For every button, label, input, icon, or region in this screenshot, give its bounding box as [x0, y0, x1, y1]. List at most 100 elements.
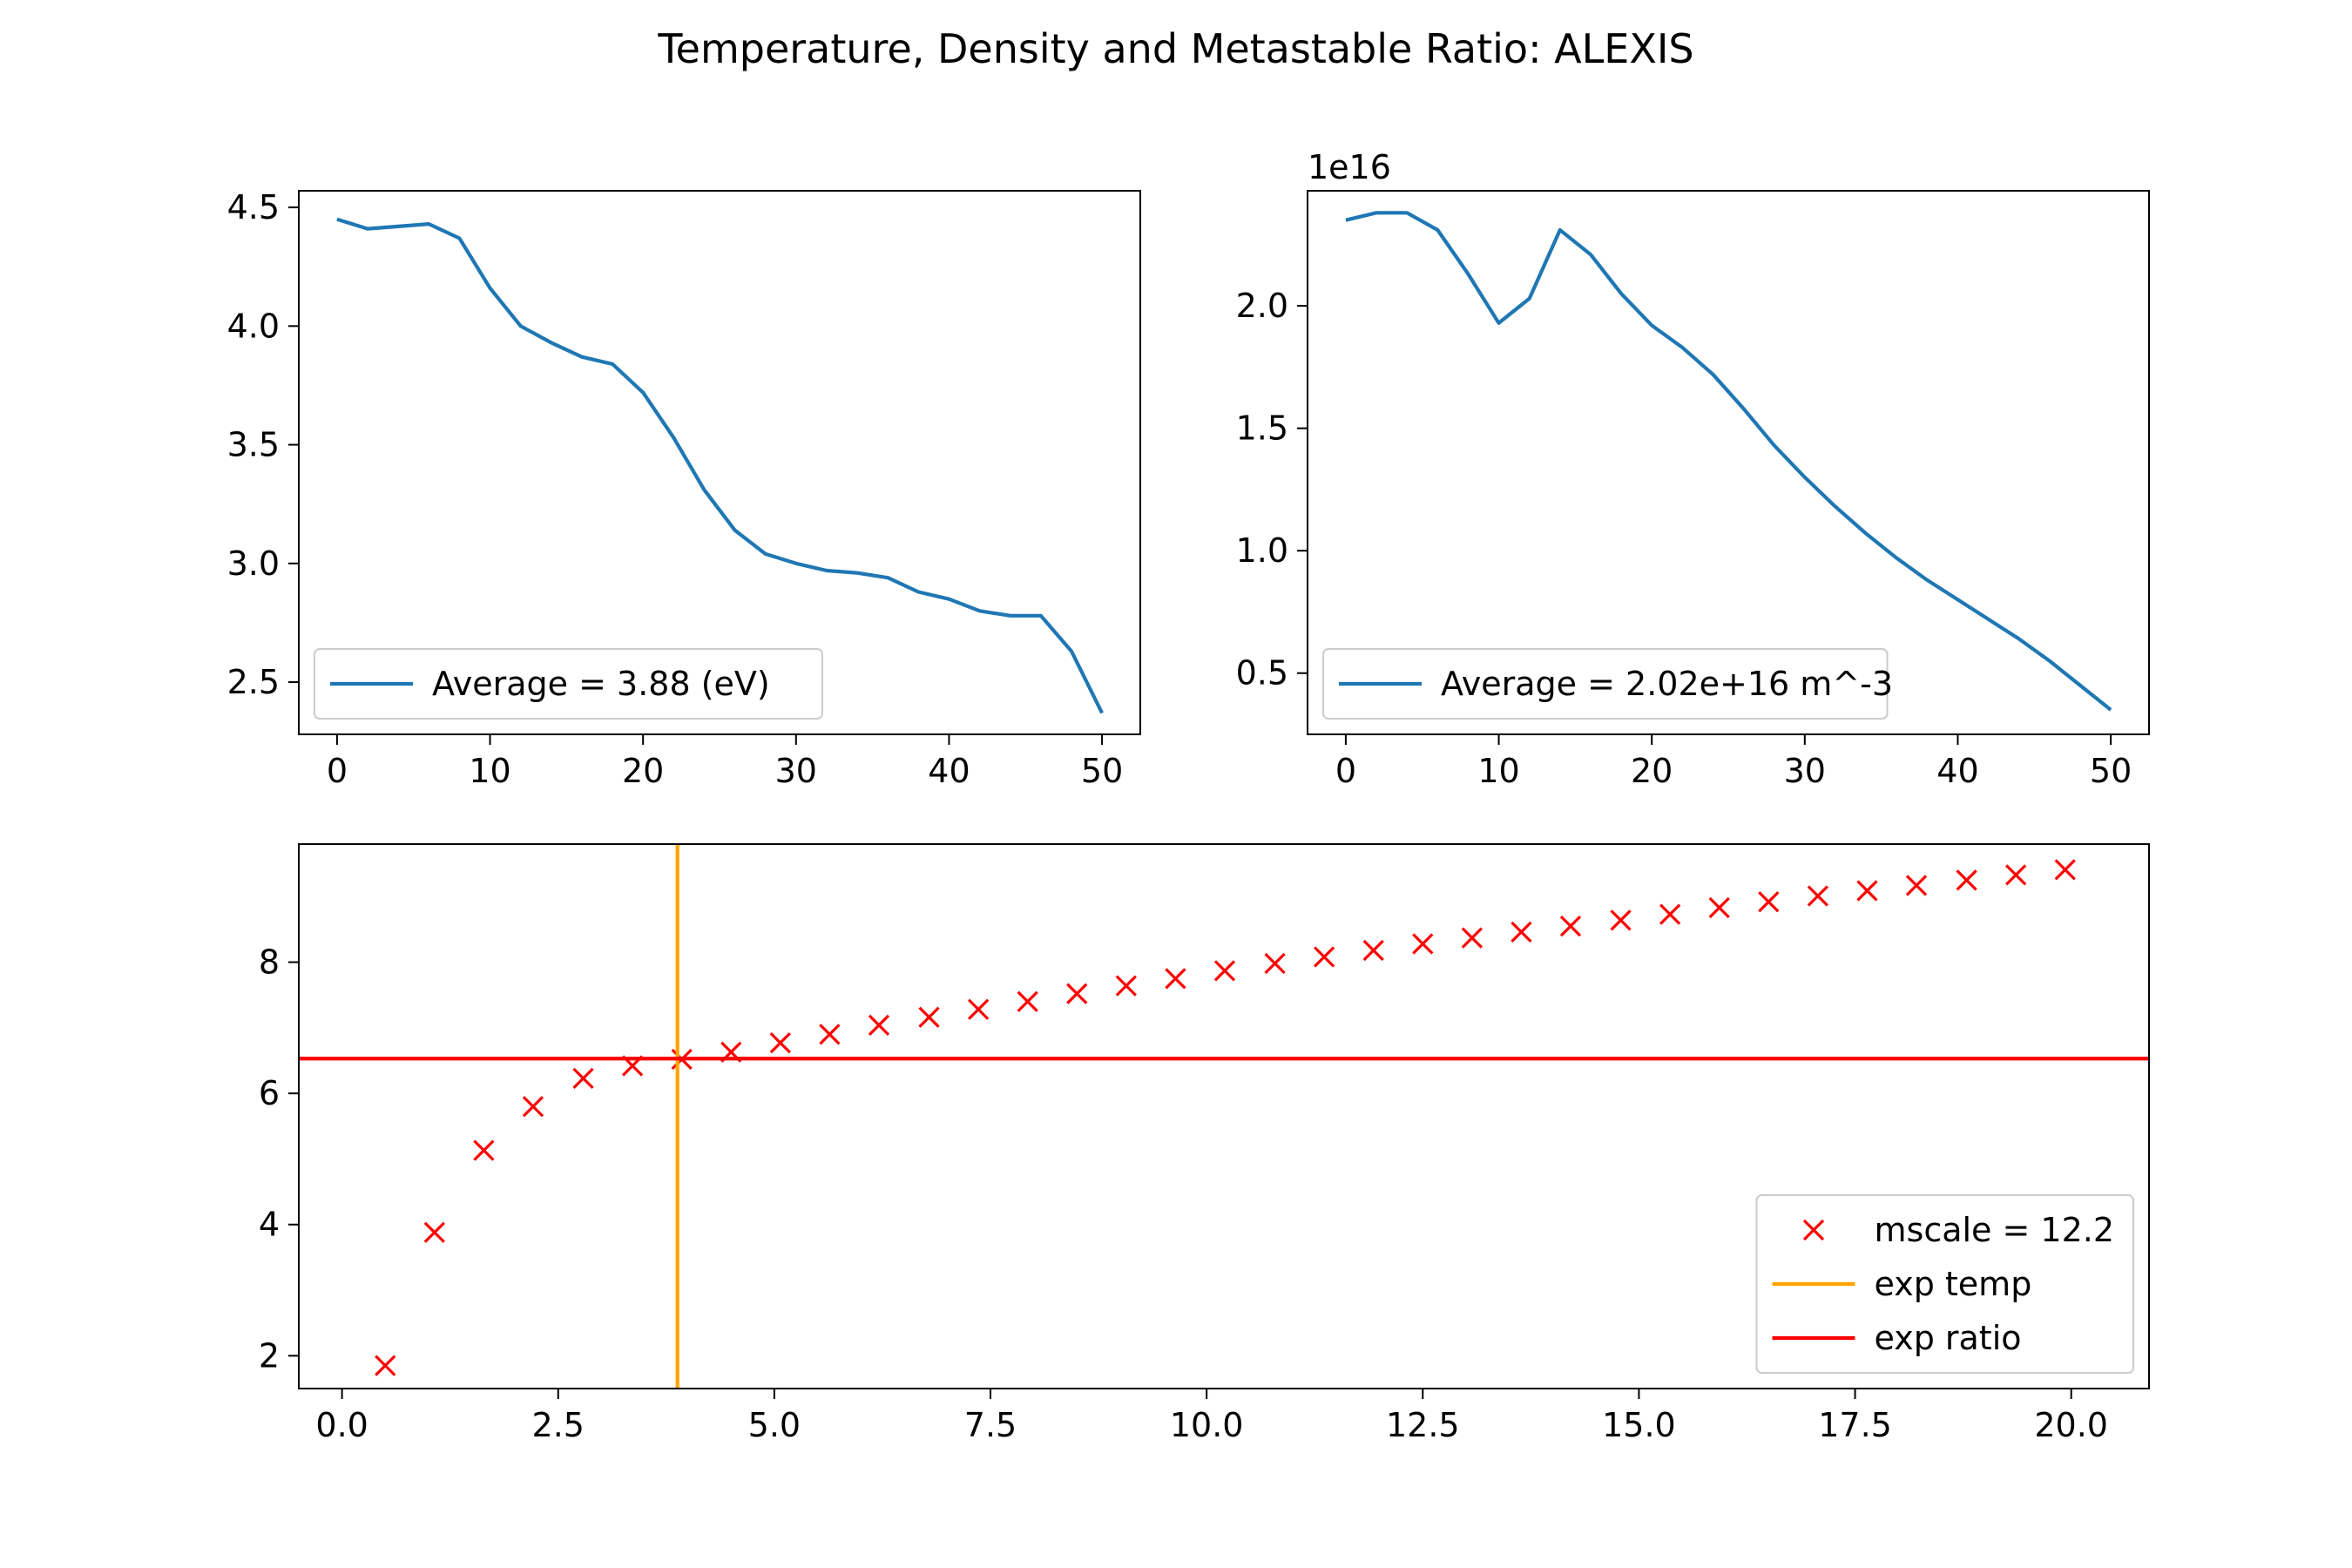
ratio-point-stroke-b: [1659, 903, 1681, 925]
ratio-point: [1905, 875, 1928, 896]
ratio-point: [918, 1006, 940, 1028]
ratio-ytick-label: 8: [259, 943, 280, 982]
ratio-point: [1856, 880, 1878, 902]
ratio-point-stroke-b: [1314, 946, 1335, 968]
ratio-xtick-label: 0.0: [315, 1406, 368, 1444]
ratio-xtick-label: 20.0: [2034, 1406, 2108, 1444]
ratio-frame: [298, 843, 2150, 1389]
density-legend-label: Average = 2.02e+16 m^-3: [1441, 665, 1893, 703]
ratio-xtick-label: 17.5: [1818, 1406, 1892, 1444]
ratio-point: [1807, 885, 1828, 907]
ratio-point-stroke-b: [1017, 990, 1038, 1012]
ratio-point: [2054, 859, 2076, 881]
temperature-ytick-label: 3.0: [227, 544, 280, 583]
ratio-point: [1461, 927, 1483, 949]
ratio-point-stroke-b: [1956, 869, 1977, 891]
ratio-marks: [299, 844, 2149, 1389]
ratio-point-stroke-b: [1264, 952, 1286, 975]
ratio-point: [572, 1067, 594, 1089]
temperature-frame: [298, 190, 1141, 735]
density-xtick-label: 50: [2090, 752, 2132, 790]
ratio-ytick-label: 2: [259, 1336, 280, 1375]
temperature-legend: Average = 3.88 (eV): [314, 648, 823, 720]
density-ytick-label: 1.5: [1236, 409, 1288, 448]
density-xtick-label: 40: [1936, 752, 1978, 790]
ratio-point: [1264, 952, 1286, 975]
ratio-xtick-label: 12.5: [1386, 1406, 1460, 1444]
ratio-point: [375, 1355, 396, 1376]
temperature-marks: [336, 217, 1104, 714]
ratio-point-stroke-b: [375, 1355, 396, 1376]
temperature-legend-label: Average = 3.88 (eV): [432, 665, 770, 703]
ratio-point: [967, 998, 990, 1020]
ratio-point: [1956, 869, 1977, 891]
ratio-xtick-label: 7.5: [964, 1406, 1017, 1444]
density-xtick-label: 30: [1784, 752, 1826, 790]
density-scale-label: 1e16: [1308, 148, 1391, 186]
ratio-point-stroke-b: [1066, 983, 1088, 1004]
temperature-xtick-label: 40: [928, 752, 970, 790]
ratio-point-stroke-b: [423, 1221, 445, 1243]
ratio-point-stroke-b: [1461, 927, 1483, 949]
ratio-xtick-label: 2.5: [532, 1406, 585, 1444]
ratio-xtick-label: 5.0: [748, 1406, 801, 1444]
ratio-xtick-label: 10.0: [1170, 1406, 1244, 1444]
ratio-panel: 0.0 2.5 5.0 7.5 10.0 12.5 15.0 17.5 20.0 2 4 6 8 msca…: [259, 843, 2150, 1444]
ratio-point: [868, 1014, 890, 1036]
ratio-point-stroke-b: [1708, 896, 1730, 919]
ratio-point: [1017, 990, 1038, 1012]
ratio-legend-label: exp temp: [1875, 1265, 2032, 1303]
ratio-legend-box: [1755, 1194, 2134, 1374]
ratio-point-stroke-b: [1213, 960, 1236, 982]
ratio-point: [1412, 933, 1434, 955]
ratio-point-stroke-b: [2005, 864, 2027, 886]
ratio-point-stroke-b: [868, 1014, 890, 1036]
ratio-point: [1659, 903, 1681, 925]
ratio-point: [819, 1024, 841, 1045]
ratio-ytick-label: 4: [259, 1206, 280, 1244]
ratio-xtick-label: 15.0: [1602, 1406, 1676, 1444]
temperature-ytick-label: 2.5: [227, 663, 280, 701]
ratio-legend-label: exp ratio: [1875, 1319, 2022, 1357]
ratio-point: [1115, 975, 1137, 997]
ratio-point: [423, 1221, 445, 1243]
ratio-point: [522, 1096, 544, 1118]
density-ytick-label: 1.0: [1236, 531, 1288, 570]
ratio-point-stroke-b: [769, 1032, 791, 1054]
ratio-point: [473, 1139, 495, 1161]
ratio-point: [1314, 946, 1335, 968]
ratio-point-stroke-b: [819, 1024, 841, 1045]
ratio-point: [2005, 864, 2027, 886]
temperature-series-line: [336, 217, 1104, 714]
temperature-legend-box: [314, 648, 823, 720]
ratio-point: [1708, 896, 1730, 919]
ratio-point: [1511, 921, 1532, 943]
ratio-point-stroke-b: [1807, 885, 1828, 907]
ratio-point: [1362, 939, 1384, 962]
density-legend: Average = 2.02e+16 m^-3: [1322, 648, 1893, 720]
temperature-xtick-label: 50: [1081, 752, 1123, 790]
density-xtick-label: 20: [1631, 752, 1673, 790]
ratio-point-stroke-b: [1165, 968, 1186, 990]
ratio-point: [1165, 968, 1186, 990]
ratio-point-stroke-b: [967, 998, 990, 1020]
density-ytick-label: 0.5: [1236, 654, 1288, 693]
temperature-panel: 0 10 20 30 40 50 2.5 3.0 3.5 4.0 4.5 Average = 3.88…: [227, 188, 1141, 790]
temperature-plot-area: [299, 191, 1140, 734]
legend-marker-stroke-b: [1802, 1219, 1825, 1241]
temperature-xtick-label: 20: [622, 752, 664, 790]
temperature-ytick-label: 4.0: [227, 307, 280, 345]
density-frame: [1307, 190, 2150, 735]
ratio-point-stroke-b: [2054, 859, 2076, 881]
ratio-point: [1610, 909, 1632, 931]
ratio-point-stroke-b: [1856, 880, 1878, 902]
ratio-point-stroke-b: [1559, 915, 1582, 937]
ratio-point-stroke-b: [1511, 921, 1532, 943]
temperature-ytick-label: 4.5: [227, 188, 280, 226]
density-ytick-label: 2.0: [1236, 287, 1288, 325]
temperature-ytick-label: 3.5: [227, 426, 280, 464]
ratio-point-stroke-b: [1905, 875, 1928, 896]
ratio-point: [769, 1032, 791, 1054]
density-marks: [1345, 211, 2112, 712]
